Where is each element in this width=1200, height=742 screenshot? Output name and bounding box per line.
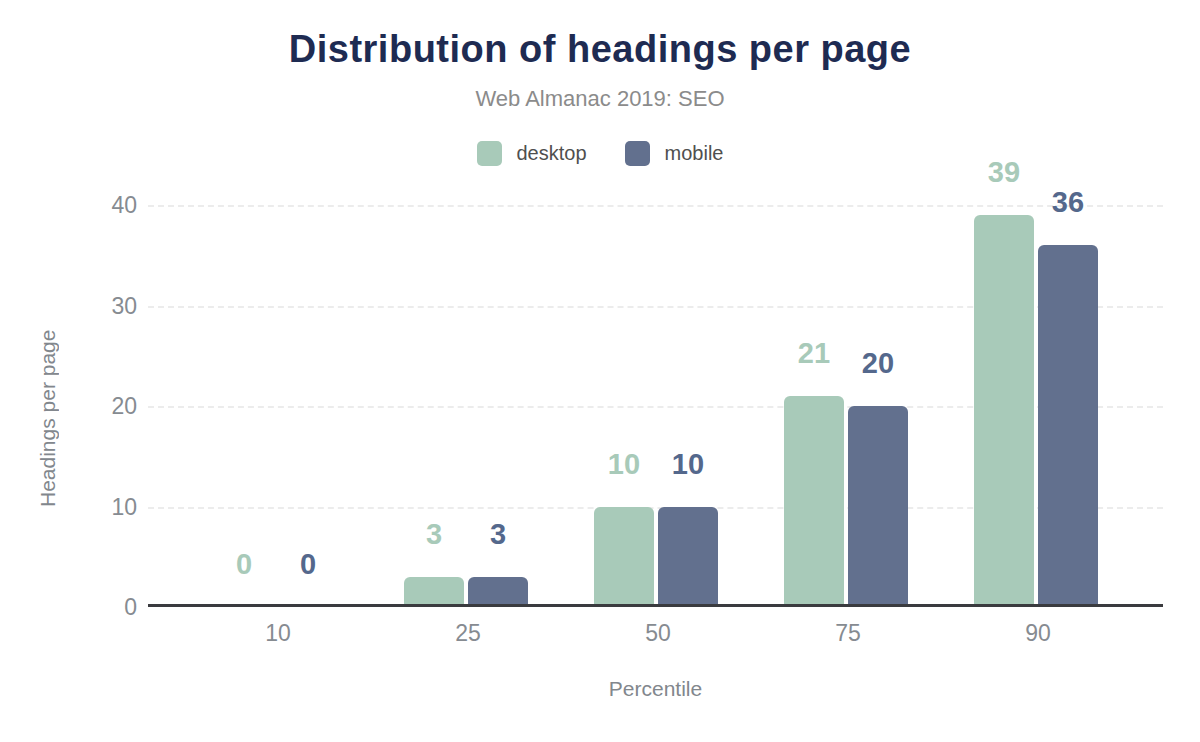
y-tick-label-10: 10: [75, 494, 137, 520]
bar-group-p25: 33: [404, 577, 528, 607]
bar-cell-mobile-p25: 3: [468, 577, 528, 607]
bar-mobile-p50: [658, 507, 718, 608]
bar-cell-mobile-p75: 20: [848, 406, 908, 607]
bar-cell-desktop-p50: 10: [594, 507, 654, 608]
bar-desktop-p75: [784, 396, 844, 607]
bar-cell-mobile-p50: 10: [658, 507, 718, 608]
legend-item-mobile: mobile: [625, 141, 724, 166]
y-tick-label-30: 30: [75, 293, 137, 319]
bar-cell-desktop-p25: 3: [404, 577, 464, 607]
bar-desktop-p50: [594, 507, 654, 608]
bar-cell-desktop-p90: 39: [974, 215, 1034, 607]
bar-cell-desktop-p75: 21: [784, 396, 844, 607]
bar-cell-mobile-p90: 36: [1038, 245, 1098, 607]
bar-mobile-p75: [848, 406, 908, 607]
x-axis-line: [148, 604, 1163, 607]
y-tick-label-0: 0: [75, 594, 137, 620]
chart-canvas: Distribution of headings per page Web Al…: [0, 0, 1200, 742]
bar-group-p50: 1010: [594, 507, 718, 608]
x-tick-label-50: 50: [618, 620, 698, 647]
y-tick-label-40: 40: [75, 192, 137, 218]
bar-group-p90: 3936: [974, 215, 1098, 607]
chart-subtitle: Web Almanac 2019: SEO: [0, 86, 1200, 112]
legend-swatch-mobile-icon: [625, 141, 650, 166]
bar-value-label-desktop-p90: 39: [944, 156, 1064, 189]
legend-label-mobile: mobile: [665, 142, 724, 165]
bar-mobile-p25: [468, 577, 528, 607]
legend-label-desktop: desktop: [517, 142, 587, 165]
bar-value-label-mobile-p90: 36: [1008, 186, 1128, 219]
legend-item-desktop: desktop: [477, 141, 587, 166]
bar-desktop-p90: [974, 215, 1034, 607]
bar-group-p75: 2120: [784, 396, 908, 607]
legend-swatch-desktop-icon: [477, 141, 502, 166]
x-tick-label-75: 75: [808, 620, 888, 647]
bar-value-label-mobile-p75: 20: [818, 347, 938, 380]
y-axis-title: Headings per page: [36, 318, 60, 518]
bar-mobile-p90: [1038, 245, 1098, 607]
bar-value-label-mobile-p10: 0: [248, 548, 368, 581]
chart-title: Distribution of headings per page: [0, 28, 1200, 71]
x-axis-title: Percentile: [148, 677, 1163, 701]
x-tick-label-90: 90: [998, 620, 1078, 647]
y-tick-label-20: 20: [75, 393, 137, 419]
x-tick-label-25: 25: [428, 620, 508, 647]
bar-desktop-p25: [404, 577, 464, 607]
bar-value-label-mobile-p25: 3: [438, 518, 558, 551]
x-tick-label-10: 10: [238, 620, 318, 647]
bar-value-label-mobile-p50: 10: [628, 448, 748, 481]
